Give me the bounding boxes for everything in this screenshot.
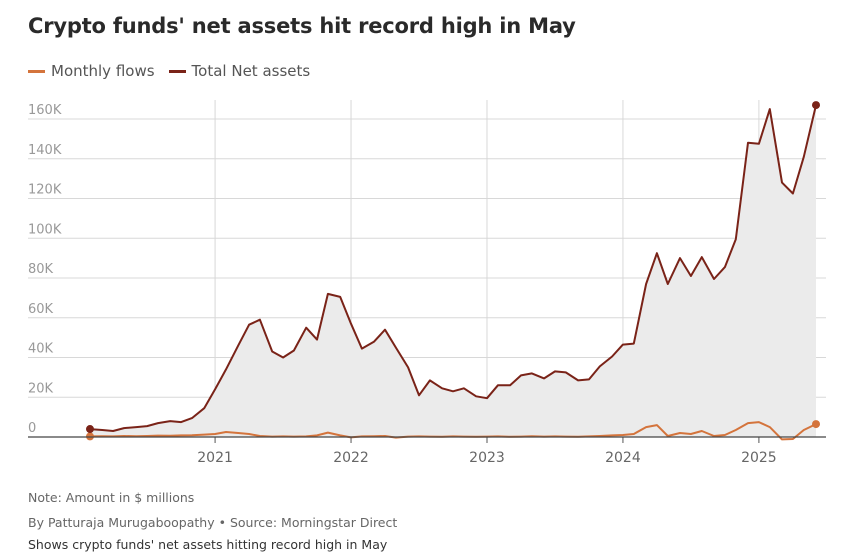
y-tick-label: 120K [28,183,62,198]
footer-caption: Shows crypto funds' net assets hitting r… [28,537,388,552]
chart-title: Crypto funds' net assets hit record high… [28,14,576,38]
y-tick-label: 0 [28,421,36,436]
total-net-assets-point [812,101,820,110]
area-layer [90,105,816,437]
legend-label-monthly-flows: Monthly flows [51,62,155,80]
total-net-assets-line [89,104,817,432]
y-tick-label: 160K [28,103,62,118]
x-tick-label: 2023 [469,450,505,466]
footer-note: Note: Amount in $ millions [28,490,195,505]
total-net-assets-point [86,425,94,434]
chart-plot: 0 20K 40K 60K 80K 100K 120K 140K 160K 2021 2022 202… [28,100,826,466]
x-tick-label: 2025 [741,450,777,466]
total-net-assets-swatch [168,69,186,73]
x-tick-label: 2021 [197,450,233,466]
monthly-flows-swatch [28,69,45,73]
y-tick-label: 20K [28,381,54,396]
footer-byline: By Patturaja Murugaboopathy • Source: Mo… [28,515,398,530]
y-tick-label: 140K [28,143,62,158]
y-tick-label: 60K [28,302,54,317]
y-tick-label: 40K [28,342,54,357]
monthly-flows-point [812,420,820,429]
x-tick-label: 2022 [333,450,369,466]
legend: Monthly flows Total Net assets [28,62,324,80]
x-tick-label: 2024 [605,450,641,466]
legend-item-monthly-flows: Monthly flows [28,62,155,80]
legend-label-total-net-assets: Total Net assets [191,62,311,80]
total-net-assets-area [90,105,816,437]
y-tick-label: 100K [28,222,62,237]
y-tick-label: 80K [28,262,54,277]
legend-item-total-net-assets: Total Net assets [168,62,311,80]
axes: 0 20K 40K 60K 80K 100K 120K 140K 160K 2021 2022 202… [28,103,826,466]
